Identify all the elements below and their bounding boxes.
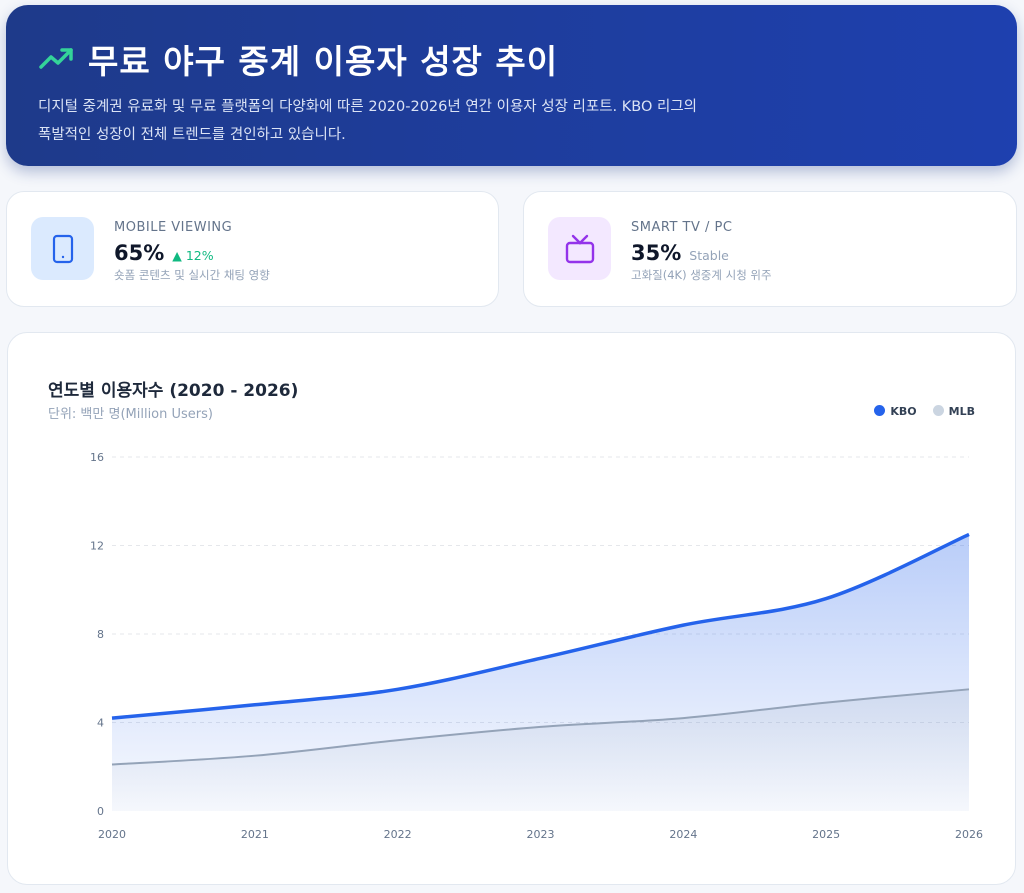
page-description: 디지털 중계권 유료화 및 무료 플랫폼의 다양화에 따른 2020-2026년… bbox=[38, 99, 698, 143]
stat-label: MOBILE VIEWING bbox=[114, 220, 233, 235]
legend-swatch bbox=[874, 405, 886, 416]
stat-card-tv: SMART TV / PC 35% Stable 고화질(4K) 생중계 시청 위… bbox=[523, 191, 1017, 307]
x-tick-label: 2023 bbox=[527, 828, 555, 841]
data-point-mlb bbox=[250, 751, 260, 761]
stat-note: 숏폼 콘텐츠 및 실시간 채팅 영향 bbox=[114, 268, 270, 282]
x-tick-label: 2026 bbox=[955, 828, 983, 841]
legend-item-mlb[interactable]: MLB bbox=[932, 405, 975, 418]
data-point-kbo bbox=[393, 684, 403, 694]
tv-icon bbox=[548, 217, 611, 280]
trending-up-icon bbox=[39, 48, 73, 69]
legend-item-kbo[interactable]: KBO bbox=[874, 405, 917, 418]
data-point-kbo bbox=[964, 529, 974, 539]
y-tick-label: 4 bbox=[97, 717, 104, 730]
title-text: 무료 야구 중계 이용자 성장 추이 bbox=[88, 42, 559, 81]
line-mlb bbox=[111, 688, 970, 766]
x-tick-label: 2021 bbox=[241, 828, 269, 841]
chart-subtitle: 단위: 백만 명(Million Users) bbox=[48, 407, 213, 422]
area-mlb bbox=[112, 689, 969, 811]
chart-title: 연도별 이용자수 (2020 - 2026) bbox=[48, 381, 299, 401]
data-point-mlb bbox=[393, 735, 403, 745]
y-tick-label: 16 bbox=[90, 451, 104, 464]
data-point-kbo bbox=[250, 700, 260, 710]
x-tick-label: 2020 bbox=[98, 828, 126, 841]
line-kbo bbox=[111, 532, 970, 720]
data-point-kbo bbox=[821, 594, 831, 604]
header-banner: 무료 야구 중계 이용자 성장 추이 디지털 중계권 유료화 및 무료 플랫폼의… bbox=[6, 5, 1017, 166]
x-tick-label: 2022 bbox=[384, 828, 412, 841]
stat-card-mobile: MOBILE VIEWING 65% ▲ 12% 숏폼 콘텐츠 및 실시간 채팅 … bbox=[6, 191, 499, 307]
data-point-mlb bbox=[678, 713, 688, 723]
x-tick-label: 2024 bbox=[669, 828, 697, 841]
chart-card: 연도별 이용자수 (2020 - 2026) 단위: 백만 명(Million … bbox=[7, 332, 1016, 885]
stat-label: SMART TV / PC bbox=[631, 220, 733, 235]
x-tick-label: 2025 bbox=[812, 828, 840, 841]
legend-label: KBO bbox=[890, 405, 917, 418]
y-tick-label: 8 bbox=[97, 628, 104, 641]
stat-value: 35% bbox=[631, 241, 682, 265]
page-title: 무료 야구 중계 이용자 성장 추이 bbox=[38, 35, 985, 83]
data-point-mlb bbox=[964, 684, 974, 694]
y-tick-label: 12 bbox=[90, 540, 104, 553]
data-point-kbo bbox=[536, 653, 546, 663]
stat-note: 고화질(4K) 생중계 시청 위주 bbox=[631, 268, 772, 282]
data-point-kbo bbox=[678, 620, 688, 630]
data-point-mlb bbox=[107, 760, 117, 770]
stat-value: 65% bbox=[114, 241, 165, 265]
data-point-mlb bbox=[536, 722, 546, 732]
smartphone-icon bbox=[31, 217, 94, 280]
chart-legend: KBO MLB bbox=[874, 405, 975, 418]
stat-change: ▲ 12% bbox=[172, 248, 214, 263]
data-point-kbo bbox=[107, 713, 117, 723]
legend-label: MLB bbox=[948, 405, 975, 418]
y-tick-label: 0 bbox=[97, 805, 104, 818]
legend-swatch bbox=[932, 405, 944, 416]
data-point-mlb bbox=[821, 698, 831, 708]
chart-plot: 0 4 8 12 16 2020 2021 2022 2023 2024 2025 2026 bbox=[90, 451, 983, 841]
stat-change: Stable bbox=[689, 248, 729, 263]
